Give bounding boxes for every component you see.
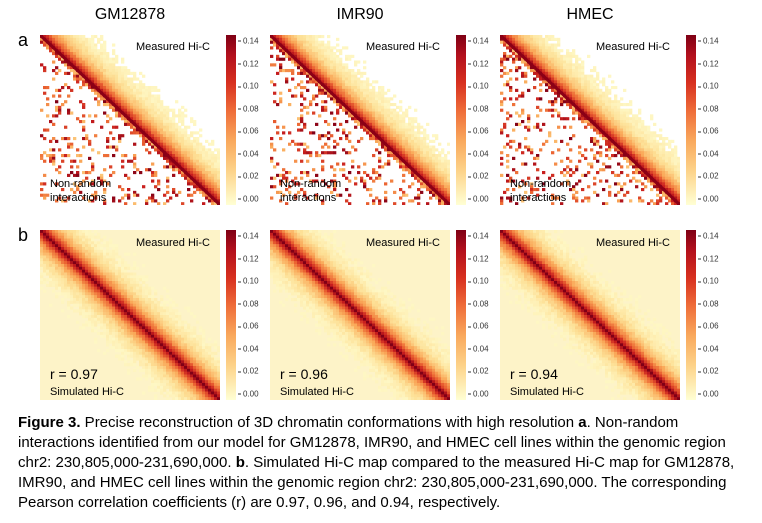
measured-label: Measured Hi-C bbox=[136, 237, 210, 249]
simulated-label: Simulated Hi-C bbox=[280, 386, 354, 398]
nonrandom-line2: interactions bbox=[50, 192, 107, 204]
colorbar-tick-label: 0.00 bbox=[468, 390, 489, 399]
colorbar-tick-label: 0.10 bbox=[238, 277, 259, 286]
colorbar-tick-label: 0.06 bbox=[238, 127, 259, 136]
caption-label: Figure 3. bbox=[18, 414, 81, 431]
colorbar-tick-label: 0.12 bbox=[468, 254, 489, 263]
colorbar-tick-label: 0.02 bbox=[238, 367, 259, 376]
colorbar-tick-label: 0.08 bbox=[698, 299, 719, 308]
colorbar-tick-label: 0.04 bbox=[468, 149, 489, 158]
colorbar-tick-label: 0.08 bbox=[238, 104, 259, 113]
colorbar-tick-label: 0.14 bbox=[468, 37, 489, 46]
colorbar-ticks: 0.14 0.12 0.10 0.08 0.06 0.04 0.02 0.00 bbox=[698, 230, 738, 400]
nonrandom-label: Non-random interactions bbox=[50, 177, 111, 205]
colorbar-tick-label: 0.06 bbox=[698, 322, 719, 331]
colorbar-b-imr90 bbox=[456, 230, 466, 400]
colorbar-tick-label: 0.10 bbox=[698, 82, 719, 91]
measured-label: Measured Hi-C bbox=[366, 41, 440, 53]
nonrandom-line1: Non-random bbox=[280, 178, 342, 190]
colorbar-tick-label: 0.14 bbox=[238, 37, 259, 46]
colorbar-tick-label: 0.12 bbox=[698, 59, 719, 68]
measured-label: Measured Hi-C bbox=[366, 237, 440, 249]
colorbar-tick-label: 0.04 bbox=[698, 149, 719, 158]
colorbar-tick-label: 0.08 bbox=[468, 104, 489, 113]
colorbar-tick-label: 0.02 bbox=[468, 367, 489, 376]
nonrandom-line1: Non-random bbox=[50, 178, 112, 190]
colorbar-tick-label: 0.14 bbox=[698, 37, 719, 46]
colorbar-a-imr90 bbox=[456, 35, 466, 205]
nonrandom-line2: interactions bbox=[280, 192, 337, 204]
colorbar-ticks: 0.14 0.12 0.10 0.08 0.06 0.04 0.02 0.00 bbox=[468, 230, 508, 400]
colorbar-tick-label: 0.06 bbox=[468, 127, 489, 136]
colorbar-b-gm12878 bbox=[226, 230, 236, 400]
colorbar-a-hmec bbox=[686, 35, 696, 205]
nonrandom-line2: interactions bbox=[510, 192, 567, 204]
colorbar-tick-label: 0.08 bbox=[238, 299, 259, 308]
colorbar-tick-label: 0.14 bbox=[698, 232, 719, 241]
pearson-r-hmec: r = 0.94 bbox=[510, 366, 558, 382]
colorbar-tick-label: 0.04 bbox=[468, 344, 489, 353]
measured-label: Measured Hi-C bbox=[136, 41, 210, 53]
colorbar-tick-label: 0.10 bbox=[698, 277, 719, 286]
row-label-a: a bbox=[18, 30, 29, 50]
colorbar-tick-label: 0.00 bbox=[698, 195, 719, 204]
figure-caption: Figure 3. Precise reconstruction of 3D c… bbox=[18, 413, 748, 513]
colorbar-ticks: 0.14 0.12 0.10 0.08 0.06 0.04 0.02 0.00 bbox=[698, 35, 738, 205]
heatmap-b-hmec bbox=[500, 230, 680, 400]
colorbar-tick-label: 0.12 bbox=[238, 59, 259, 68]
column-title-gm12878: GM12878 bbox=[94, 6, 166, 23]
nonrandom-label: Non-random interactions bbox=[510, 177, 571, 205]
colorbar-tick-label: 0.14 bbox=[468, 232, 489, 241]
colorbar-tick-label: 0.12 bbox=[468, 59, 489, 68]
colorbar-tick-label: 0.02 bbox=[698, 172, 719, 181]
colorbar-ticks: 0.14 0.12 0.10 0.08 0.06 0.04 0.02 0.00 bbox=[238, 230, 278, 400]
colorbar-tick-label: 0.08 bbox=[468, 299, 489, 308]
simulated-label: Simulated Hi-C bbox=[510, 386, 584, 398]
heatmap-a-hmec bbox=[500, 35, 680, 205]
heatmap-b-gm12878 bbox=[40, 230, 220, 400]
colorbar-tick-label: 0.02 bbox=[238, 172, 259, 181]
colorbar-tick-label: 0.06 bbox=[238, 322, 259, 331]
measured-label: Measured Hi-C bbox=[596, 237, 670, 249]
colorbar-tick-label: 0.06 bbox=[698, 127, 719, 136]
colorbar-tick-label: 0.00 bbox=[698, 390, 719, 399]
colorbar-tick-label: 0.08 bbox=[698, 104, 719, 113]
colorbar-tick-label: 0.14 bbox=[238, 232, 259, 241]
pearson-r-gm12878: r = 0.97 bbox=[50, 366, 98, 382]
caption-part2: . Non-random interactions identified fro… bbox=[18, 414, 726, 471]
caption-part3: . Simulated Hi-C map compared to the mea… bbox=[18, 454, 735, 511]
colorbar-tick-label: 0.02 bbox=[698, 367, 719, 376]
row-label-b: b bbox=[18, 225, 29, 245]
colorbar-b-hmec bbox=[686, 230, 696, 400]
caption-part1: Precise reconstruction of 3D chromatin c… bbox=[80, 414, 579, 431]
heatmap-a-imr90 bbox=[270, 35, 450, 205]
nonrandom-label: Non-random interactions bbox=[280, 177, 341, 205]
column-title-hmec: HMEC bbox=[566, 6, 614, 23]
colorbar-tick-label: 0.10 bbox=[468, 82, 489, 91]
heatmap-b-imr90 bbox=[270, 230, 450, 400]
colorbar-tick-label: 0.04 bbox=[238, 149, 259, 158]
heatmap-a-gm12878 bbox=[40, 35, 220, 205]
colorbar-tick-label: 0.02 bbox=[468, 172, 489, 181]
colorbar-tick-label: 0.04 bbox=[698, 344, 719, 353]
caption-b: b bbox=[235, 454, 245, 471]
caption-a: a bbox=[578, 414, 587, 431]
colorbar-tick-label: 0.00 bbox=[238, 195, 259, 204]
pearson-r-imr90: r = 0.96 bbox=[280, 366, 328, 382]
nonrandom-line1: Non-random bbox=[510, 178, 572, 190]
column-title-imr90: IMR90 bbox=[336, 6, 384, 23]
colorbar-tick-label: 0.06 bbox=[468, 322, 489, 331]
measured-label: Measured Hi-C bbox=[596, 41, 670, 53]
simulated-label: Simulated Hi-C bbox=[50, 386, 124, 398]
colorbar-ticks: 0.14 0.12 0.10 0.08 0.06 0.04 0.02 0.00 bbox=[468, 35, 508, 205]
colorbar-tick-label: 0.10 bbox=[468, 277, 489, 286]
colorbar-tick-label: 0.10 bbox=[238, 82, 259, 91]
colorbar-tick-label: 0.00 bbox=[468, 195, 489, 204]
colorbar-tick-label: 0.04 bbox=[238, 344, 259, 353]
colorbar-tick-label: 0.12 bbox=[238, 254, 259, 263]
colorbar-a-gm12878 bbox=[226, 35, 236, 205]
colorbar-tick-label: 0.00 bbox=[238, 390, 259, 399]
colorbar-ticks: 0.14 0.12 0.10 0.08 0.06 0.04 0.02 0.00 bbox=[238, 35, 278, 205]
colorbar-tick-label: 0.12 bbox=[698, 254, 719, 263]
